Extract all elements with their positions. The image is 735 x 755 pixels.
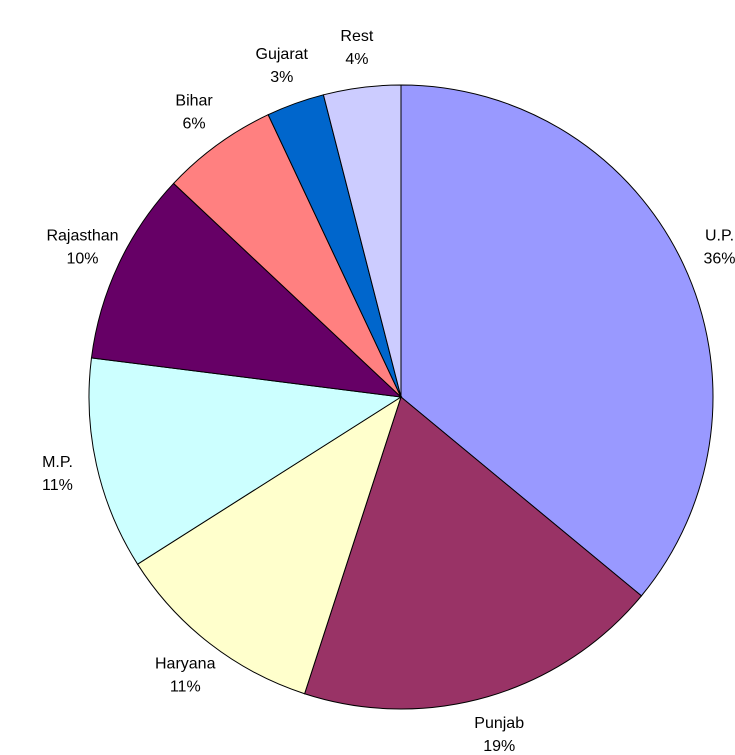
pie-slice (136, 395, 402, 695)
slice-value-label: 11% (42, 477, 73, 494)
pie-slice (322, 84, 402, 398)
slice-value-label: 19% (483, 738, 515, 755)
slice-label: Gujarat (256, 46, 309, 63)
slice-label: Bihar (175, 92, 213, 109)
slice-value-label: 10% (66, 250, 98, 267)
slice-label: M.P. (42, 454, 73, 471)
pie-slice (90, 182, 403, 398)
slice-value-label: 3% (270, 69, 293, 86)
slice-value-label: 4% (345, 51, 368, 68)
slice-label: U.P. (705, 227, 734, 244)
pie-slice (88, 357, 403, 565)
pie-slice (303, 396, 643, 710)
slice-value-label: 6% (183, 115, 206, 132)
slice-label: Rajasthan (46, 227, 118, 244)
slice-value-label: 11% (170, 678, 201, 695)
slice-label: Punjab (474, 715, 524, 732)
slice-value-label: 36% (703, 250, 735, 267)
pie-slice (400, 84, 714, 597)
slice-label: Haryana (155, 655, 216, 672)
slice-label: Rest (340, 28, 373, 45)
